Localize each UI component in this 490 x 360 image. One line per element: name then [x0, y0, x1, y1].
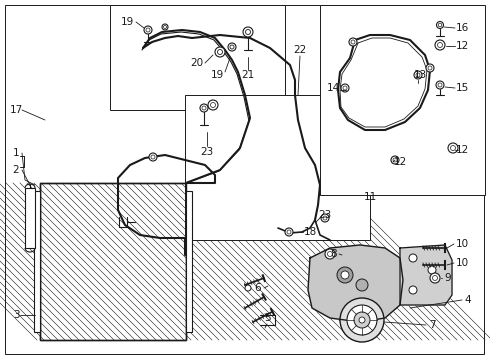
Circle shape [321, 214, 329, 222]
Text: 5: 5 [264, 313, 270, 323]
Circle shape [340, 298, 384, 342]
Circle shape [218, 49, 222, 54]
Circle shape [349, 38, 357, 46]
Circle shape [208, 100, 218, 110]
Text: 4: 4 [465, 295, 471, 305]
Circle shape [433, 275, 438, 280]
Circle shape [325, 249, 335, 259]
Polygon shape [400, 245, 452, 305]
Text: 2: 2 [13, 165, 19, 175]
Circle shape [414, 71, 422, 79]
Text: 9: 9 [445, 273, 451, 283]
Circle shape [438, 83, 442, 87]
Circle shape [341, 271, 349, 279]
Circle shape [202, 106, 206, 110]
Circle shape [285, 228, 293, 236]
Circle shape [347, 305, 377, 335]
Text: 12: 12 [393, 157, 407, 167]
Bar [40, 183, 186, 340]
Text: 22: 22 [294, 45, 307, 55]
Circle shape [245, 285, 251, 291]
Circle shape [146, 28, 150, 32]
Circle shape [164, 26, 167, 28]
Circle shape [162, 24, 168, 30]
Circle shape [409, 286, 417, 294]
Circle shape [409, 254, 417, 262]
Text: 14: 14 [326, 83, 340, 93]
Circle shape [437, 22, 443, 28]
Circle shape [438, 23, 442, 27]
Text: 16: 16 [455, 23, 468, 33]
Text: 11: 11 [364, 192, 377, 202]
Circle shape [354, 312, 370, 328]
Bar [40, 183, 186, 340]
Circle shape [438, 42, 442, 48]
Circle shape [323, 216, 327, 220]
Circle shape [356, 279, 368, 291]
Text: 15: 15 [455, 83, 468, 93]
Circle shape [428, 66, 432, 70]
Text: 12: 12 [455, 41, 468, 51]
Bar [40, 183, 186, 340]
Circle shape [144, 26, 152, 34]
Bar [25, 188, 35, 248]
Circle shape [149, 153, 157, 161]
Circle shape [200, 104, 208, 112]
Circle shape [435, 40, 445, 50]
Circle shape [430, 273, 440, 283]
Bar [320, 5, 485, 195]
Polygon shape [308, 245, 403, 322]
Text: 1: 1 [13, 148, 19, 158]
Bar [110, 5, 285, 110]
Circle shape [151, 155, 155, 159]
Text: 12: 12 [455, 145, 468, 155]
Circle shape [426, 64, 434, 72]
Circle shape [448, 143, 458, 153]
Text: 19: 19 [210, 70, 223, 80]
Text: 20: 20 [191, 58, 203, 68]
Circle shape [428, 266, 436, 274]
Circle shape [228, 43, 236, 51]
Bar [34, 191, 40, 332]
Circle shape [245, 30, 250, 35]
Circle shape [230, 45, 234, 49]
Text: 10: 10 [455, 239, 468, 249]
Circle shape [211, 103, 216, 108]
Text: 10: 10 [455, 258, 468, 268]
Text: 17: 17 [9, 105, 23, 115]
Circle shape [359, 317, 365, 323]
Text: 8: 8 [331, 249, 337, 259]
Text: 6: 6 [255, 283, 261, 293]
Circle shape [341, 84, 349, 92]
Circle shape [416, 73, 420, 77]
Circle shape [215, 47, 225, 57]
Text: 18: 18 [303, 227, 317, 237]
Circle shape [450, 145, 456, 150]
Circle shape [351, 40, 355, 44]
Text: 7: 7 [429, 320, 435, 330]
Circle shape [436, 81, 444, 89]
Circle shape [243, 27, 253, 37]
Circle shape [393, 158, 397, 162]
Text: 3: 3 [13, 310, 19, 320]
Text: 21: 21 [242, 70, 255, 80]
Circle shape [391, 156, 399, 164]
Bar [185, 95, 370, 240]
Bar [186, 191, 192, 332]
Text: 23: 23 [318, 210, 332, 220]
Text: 13: 13 [414, 70, 427, 80]
Circle shape [343, 86, 347, 90]
Text: 19: 19 [121, 17, 134, 27]
Circle shape [337, 267, 353, 283]
Circle shape [327, 252, 333, 256]
Text: 23: 23 [200, 147, 214, 157]
Circle shape [287, 230, 291, 234]
